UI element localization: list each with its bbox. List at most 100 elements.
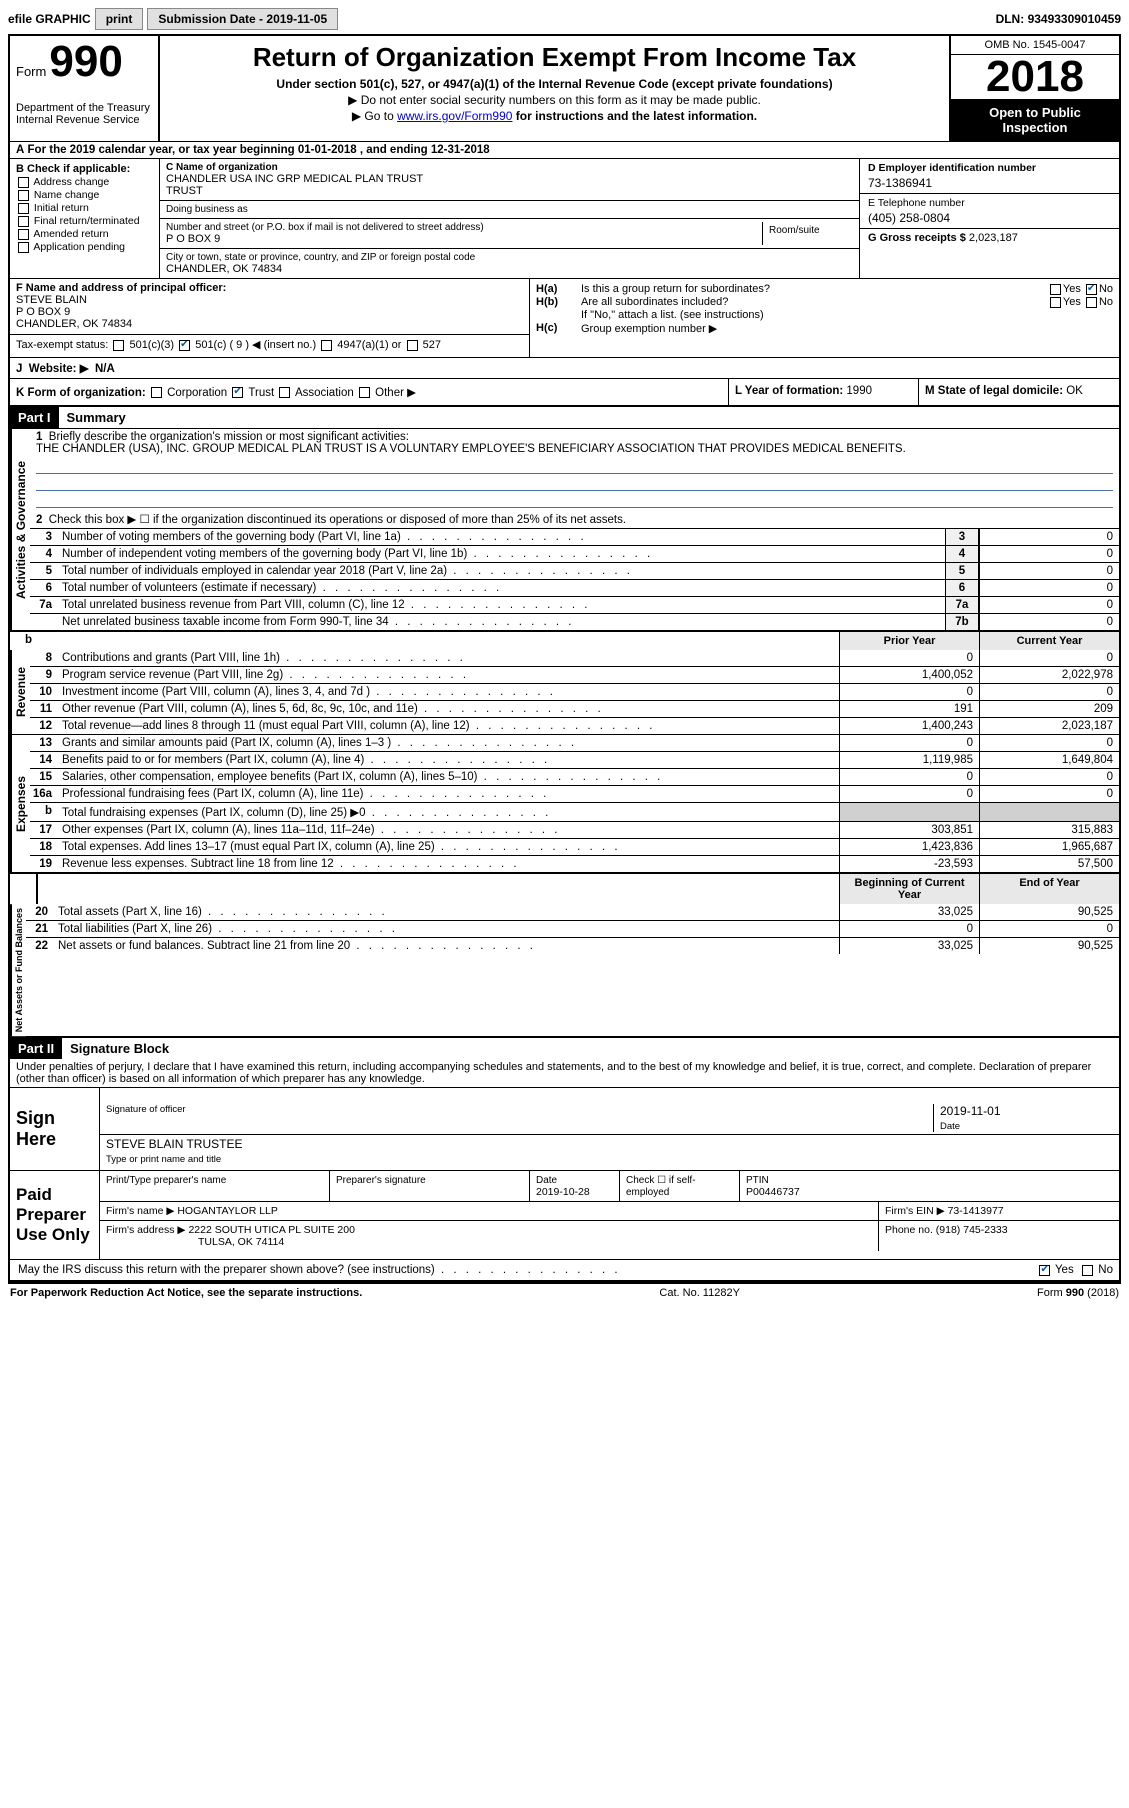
firm-phone: (918) 745-2333 [936, 1224, 1008, 1236]
form-word: Form [16, 64, 46, 79]
form-number: 990 [49, 37, 122, 86]
line-exp-lines: 19Revenue less expenses. Subtract line 1… [30, 855, 1119, 872]
row-k: K Form of organization: Corporation Trus… [10, 378, 1119, 405]
hb-no[interactable] [1086, 297, 1097, 308]
submission-date: Submission Date - 2019-11-05 [147, 8, 338, 30]
chk-final-return[interactable]: Final return/terminated [16, 215, 153, 227]
firm-ein: 73-1413977 [948, 1205, 1004, 1217]
line-na-lines: 21Total liabilities (Part X, line 26)00 [26, 920, 1119, 937]
chk-4947[interactable] [321, 340, 332, 351]
chk-address-change[interactable]: Address change [16, 176, 153, 188]
line-rev-lines: 9Program service revenue (Part VIII, lin… [30, 666, 1119, 683]
form-container: Form 990 Department of the Treasury Inte… [8, 34, 1121, 1282]
mission-line [36, 459, 1113, 474]
group-return: H(a)Is this a group return for subordina… [530, 279, 1119, 357]
ein-block: D Employer identification number 73-1386… [860, 159, 1119, 194]
paid-preparer-label: Paid Preparer Use Only [10, 1171, 100, 1259]
org-name: CHANDLER USA INC GRP MEDICAL PLAN TRUST [166, 173, 853, 185]
gross-receipts: 2,023,187 [969, 232, 1018, 244]
mission-line [36, 476, 1113, 491]
form-subtitle: Under section 501(c), 527, or 4947(a)(1)… [166, 77, 943, 91]
row-a-period: A For the 2019 calendar year, or tax yea… [10, 141, 1119, 158]
row-i: Tax-exempt status: 501(c)(3) 501(c) ( 9 … [10, 334, 529, 354]
efile-label: efile GRAPHIC [8, 12, 91, 26]
sign-here-label: Sign Here [10, 1088, 100, 1170]
section-ag: Activities & Governance 1 Briefly descri… [10, 428, 1119, 630]
part2-header: Part II Signature Block [10, 1036, 1119, 1059]
tel-value: (405) 258-0804 [868, 211, 1111, 225]
vlabel-rev: Revenue [10, 650, 30, 734]
chk-amended[interactable]: Amended return [16, 228, 153, 240]
tel-block: E Telephone number (405) 258-0804 [860, 194, 1119, 229]
vlabel-ag: Activities & Governance [10, 429, 30, 630]
ha-no[interactable] [1086, 284, 1097, 295]
ptin: P00446737 [746, 1186, 800, 1198]
line-ag: 5Total number of individuals employed in… [30, 562, 1119, 579]
org-address: P O BOX 9 [166, 233, 762, 245]
line-ag: 6Total number of volunteers (estimate if… [30, 579, 1119, 596]
pra-notice: For Paperwork Reduction Act Notice, see … [10, 1287, 362, 1299]
part1-header: Part I Summary [10, 405, 1119, 428]
chk-initial-return[interactable]: Initial return [16, 202, 153, 214]
room-suite: Room/suite [763, 222, 853, 245]
chk-501c[interactable] [179, 340, 190, 351]
chk-527[interactable] [407, 340, 418, 351]
line-exp-lines: 15Salaries, other compensation, employee… [30, 768, 1119, 785]
dba-block: Doing business as [160, 201, 859, 219]
line1: 1 Briefly describe the organization's mi… [30, 429, 1119, 457]
line-ag: 3Number of voting members of the governi… [30, 528, 1119, 545]
form-header: Form 990 Department of the Treasury Inte… [10, 36, 1119, 141]
gross-block: G Gross receipts $ 2,023,187 [860, 229, 1119, 247]
line-exp-lines: 17Other expenses (Part IX, column (A), l… [30, 821, 1119, 838]
line-rev-lines: 12Total revenue—add lines 8 through 11 (… [30, 717, 1119, 734]
line-exp-lines: 13Grants and similar amounts paid (Part … [30, 735, 1119, 751]
year-formation: L Year of formation: 1990 [729, 379, 919, 405]
chk-name-change[interactable]: Name change [16, 189, 153, 201]
line-exp-lines: 14Benefits paid to or for members (Part … [30, 751, 1119, 768]
org-city: CHANDLER, OK 74834 [166, 263, 853, 275]
mission-line [36, 493, 1113, 508]
line-ag: 7aTotal unrelated business revenue from … [30, 596, 1119, 613]
col-headers-na: Beginning of Current Year End of Year [10, 872, 1119, 904]
officer-name: STEVE BLAIN TRUSTEE [106, 1137, 242, 1151]
line-ag: Net unrelated business taxable income fr… [30, 613, 1119, 630]
hb-yes[interactable] [1050, 297, 1061, 308]
footer: For Paperwork Reduction Act Notice, see … [8, 1282, 1121, 1302]
header-right: OMB No. 1545-0047 2018 Open to Public In… [949, 36, 1119, 141]
col-c-org: C Name of organization CHANDLER USA INC … [160, 159, 859, 278]
instr-link-row: Go to www.irs.gov/Form990 for instructio… [166, 109, 943, 123]
chk-corp[interactable] [151, 387, 162, 398]
line-rev-lines: 11Other revenue (Part VIII, column (A), … [30, 700, 1119, 717]
line-ag: 4Number of independent voting members of… [30, 545, 1119, 562]
line-exp-lines: bTotal fundraising expenses (Part IX, co… [30, 802, 1119, 821]
principal-officer: F Name and address of principal officer:… [10, 279, 530, 357]
irs-label: Internal Revenue Service [16, 114, 152, 126]
print-button[interactable]: print [95, 8, 144, 30]
line-exp-lines: 16aProfessional fundraising fees (Part I… [30, 785, 1119, 802]
discuss-no[interactable] [1082, 1265, 1093, 1276]
paid-preparer-row: Paid Preparer Use Only Print/Type prepar… [10, 1170, 1119, 1259]
row-j-website: J Website: ▶ N/A [10, 357, 1119, 378]
ein-value: 73-1386941 [868, 176, 1111, 190]
ha-yes[interactable] [1050, 284, 1061, 295]
addr-block: Number and street (or P.O. box if mail i… [160, 219, 859, 249]
section-expenses: Expenses 13Grants and similar amounts pa… [10, 734, 1119, 872]
irs-link[interactable]: www.irs.gov/Form990 [397, 109, 512, 123]
chk-501c3[interactable] [113, 340, 124, 351]
line-rev-lines: 10Investment income (Part VIII, column (… [30, 683, 1119, 700]
header-left: Form 990 Department of the Treasury Inte… [10, 36, 160, 141]
discuss-yes[interactable] [1039, 1265, 1050, 1276]
discuss-row: May the IRS discuss this return with the… [10, 1259, 1119, 1280]
col-headers-rev: b Prior Year Current Year [10, 630, 1119, 650]
header-center: Return of Organization Exempt From Incom… [160, 36, 949, 141]
chk-assoc[interactable] [279, 387, 290, 398]
chk-app-pending[interactable]: Application pending [16, 241, 153, 253]
chk-trust[interactable] [232, 387, 243, 398]
mission-text: THE CHANDLER (USA), INC. GROUP MEDICAL P… [36, 443, 906, 455]
col-b-checkboxes: B Check if applicable: Address change Na… [10, 159, 160, 278]
instr-ssn: Do not enter social security numbers on … [166, 93, 943, 107]
cat-no: Cat. No. 11282Y [659, 1287, 740, 1299]
chk-other[interactable] [359, 387, 370, 398]
line2: 2 Check this box ▶ ☐ if the organization… [30, 510, 1119, 528]
row-f-h: F Name and address of principal officer:… [10, 278, 1119, 357]
